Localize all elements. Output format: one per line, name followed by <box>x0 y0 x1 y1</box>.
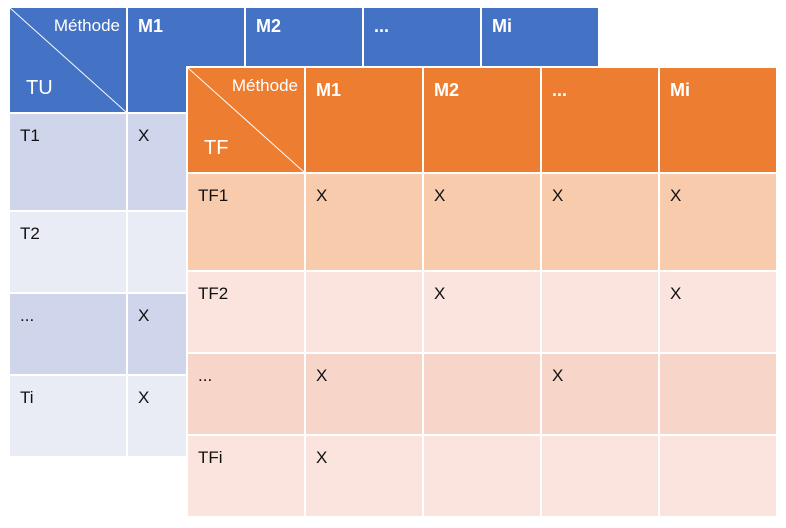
tf-cell-mark: X <box>434 186 446 205</box>
tf-row: TFi X <box>186 434 778 518</box>
tf-row-label: ... <box>198 366 213 385</box>
tf-corner-row-label: TF <box>204 137 229 159</box>
tu-row-label: T1 <box>20 126 40 145</box>
tf-cell <box>422 434 542 518</box>
tf-cell-mark: X <box>552 366 564 385</box>
tf-cell: X <box>304 434 424 518</box>
tu-header-label: ... <box>374 16 390 36</box>
tf-cell <box>540 270 660 354</box>
tu-row-label: ... <box>20 306 35 325</box>
tf-cell <box>540 434 660 518</box>
tf-cell-mark: X <box>316 366 328 385</box>
tu-corner-method-label: Méthode <box>53 16 120 35</box>
tf-cell <box>658 434 778 518</box>
tf-cell: X <box>658 172 778 272</box>
tf-header-label: ... <box>552 80 568 100</box>
tf-header-cell: M1 <box>304 66 424 174</box>
tf-cell-mark: X <box>670 284 682 303</box>
tf-cell-mark: X <box>316 186 328 205</box>
tf-header-label: M1 <box>316 80 342 100</box>
tu-header-cell: M1 <box>126 6 246 114</box>
tf-header-label: M2 <box>434 80 460 100</box>
tu-cell-mark: X <box>138 388 150 407</box>
tu-row-label-cell: Ti <box>8 374 128 458</box>
tf-cell: X <box>658 270 778 354</box>
tf-row-label-cell: ... <box>186 352 306 436</box>
tu-header-label: M1 <box>138 16 164 36</box>
tf-row-label-cell: TFi <box>186 434 306 518</box>
tf-cell-mark: X <box>552 186 564 205</box>
tf-header-row: Méthode TF M1 M2 ... Mi <box>186 66 778 174</box>
tf-header-cell: Mi <box>658 66 778 174</box>
tf-cell <box>658 352 778 436</box>
tf-cell: X <box>304 352 424 436</box>
tf-row-label: TF1 <box>198 186 229 205</box>
tu-row-label-cell: T2 <box>8 210 128 294</box>
tf-cell: X <box>540 352 660 436</box>
tu-cell-mark: X <box>138 306 150 325</box>
tu-corner-cell: Méthode TU <box>8 6 128 114</box>
tf-header-cell: ... <box>540 66 660 174</box>
tf-cell-mark: X <box>670 186 682 205</box>
tf-row-label: TF2 <box>198 284 229 303</box>
tf-cell-mark: X <box>434 284 446 303</box>
tu-header-label: M2 <box>256 16 282 36</box>
tu-row-label-cell: T1 <box>8 112 128 212</box>
tf-cell <box>422 352 542 436</box>
tu-corner-row-label: TU <box>26 77 53 99</box>
tf-row-label: TFi <box>198 448 223 467</box>
tf-row-label-cell: TF1 <box>186 172 306 272</box>
tf-corner-cell: Méthode TF <box>186 66 306 174</box>
tu-row-label-cell: ... <box>8 292 128 376</box>
tf-cell: X <box>422 172 542 272</box>
tf-corner-method-label: Méthode <box>231 76 298 95</box>
tf-header-cell: M2 <box>422 66 542 174</box>
tf-row: TF2 X X <box>186 270 778 354</box>
tf-table: Méthode TF M1 M2 ... Mi TF1 X X X X TF2 … <box>186 66 778 518</box>
tf-cell-mark: X <box>316 448 328 467</box>
tf-cell: X <box>540 172 660 272</box>
tf-row-label-cell: TF2 <box>186 270 306 354</box>
tu-header-label: Mi <box>492 16 512 36</box>
tf-header-label: Mi <box>670 80 690 100</box>
tf-row: ... X X <box>186 352 778 436</box>
tf-row: TF1 X X X X <box>186 172 778 272</box>
tf-cell <box>304 270 424 354</box>
tf-cell: X <box>304 172 424 272</box>
tu-row-label: Ti <box>20 388 34 407</box>
tu-cell-mark: X <box>138 126 150 145</box>
tu-row-label: T2 <box>20 224 40 243</box>
tf-cell: X <box>422 270 542 354</box>
